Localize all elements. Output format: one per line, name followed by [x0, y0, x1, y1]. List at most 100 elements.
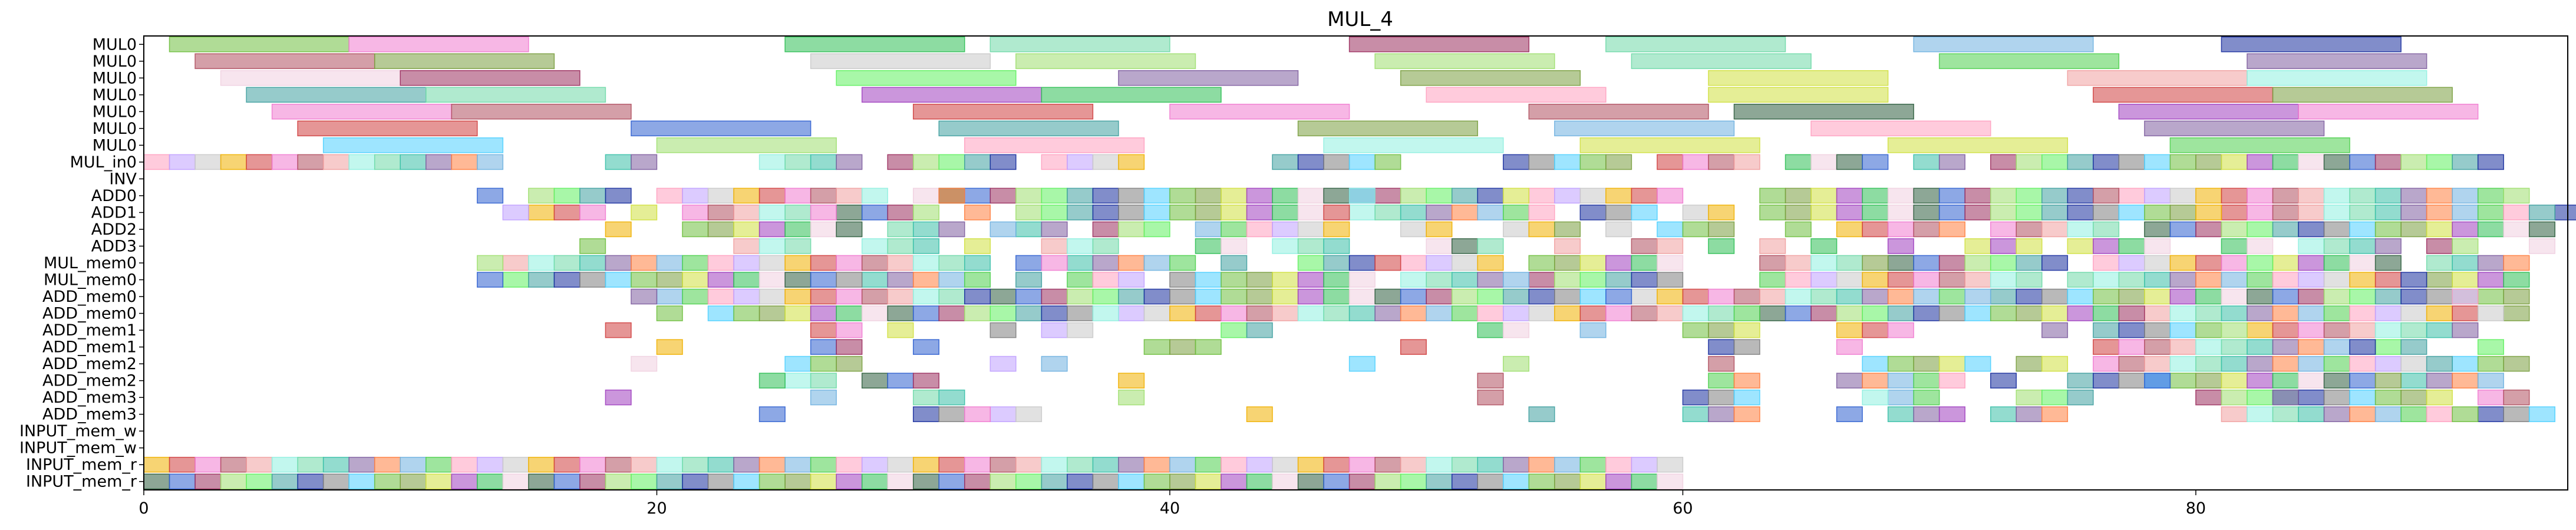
task-cell — [2400, 187, 2427, 204]
task-cell — [1631, 187, 1658, 204]
task-cell — [707, 187, 734, 204]
task-bar — [2169, 137, 2350, 153]
task-cell — [2118, 288, 2145, 305]
task-cell — [2093, 305, 2120, 321]
task-bar — [2093, 187, 2120, 204]
task-cell — [1374, 473, 1401, 490]
task-cell — [2452, 238, 2479, 254]
task-cell — [2272, 339, 2299, 355]
task-cell — [1938, 255, 1965, 271]
task-cell — [194, 456, 222, 473]
task-cell — [1323, 473, 1350, 490]
task-cell — [1477, 255, 1504, 271]
task-cell — [1323, 255, 1350, 271]
task-cell — [1272, 238, 1299, 254]
task-cell — [964, 305, 991, 321]
task-cell — [1451, 305, 1478, 321]
task-cell — [579, 272, 606, 288]
task-cell — [989, 305, 1017, 321]
task-cell — [2374, 154, 2402, 170]
task-cell — [861, 456, 888, 473]
y-tick-label: MUL0 — [93, 103, 137, 121]
task-bar — [579, 238, 606, 254]
task-cell — [1554, 456, 1581, 473]
task-cell — [2503, 355, 2530, 372]
task-cell — [2247, 238, 2274, 254]
y-tick-label: ADD_mem1 — [42, 338, 137, 357]
task-cell — [810, 322, 837, 338]
task-bar — [2452, 288, 2479, 305]
task-cell — [2247, 389, 2274, 406]
task-cell — [2323, 255, 2350, 271]
task-cell — [374, 473, 401, 490]
task-cell — [553, 255, 580, 271]
task-cell — [2477, 373, 2504, 389]
task-cell — [2374, 305, 2402, 321]
task-cell — [758, 221, 786, 238]
task-cell — [2195, 187, 2222, 204]
task-cell — [2247, 339, 2274, 355]
task-cell — [938, 288, 965, 305]
task-cell — [1836, 305, 1863, 321]
task-cell — [1400, 288, 1427, 305]
task-cell — [1118, 187, 1145, 204]
task-cell — [1041, 355, 1068, 372]
task-cell — [1887, 205, 1914, 220]
task-cell — [2247, 205, 2274, 220]
task-cell — [1092, 473, 1119, 490]
task-cell — [836, 355, 863, 372]
task-cell — [1785, 255, 1812, 271]
task-cell — [1759, 238, 1786, 254]
task-cell — [1067, 255, 1094, 271]
task-cell — [2528, 406, 2555, 422]
task-cell — [1477, 322, 1504, 338]
task-cell — [1067, 187, 1094, 204]
task-cell — [1990, 255, 2017, 271]
task-cell — [2426, 238, 2453, 254]
task-cell — [1297, 238, 1324, 254]
task-cell — [1092, 272, 1119, 288]
task-cell — [477, 154, 504, 170]
task-cell — [733, 255, 760, 271]
task-cell — [631, 154, 658, 170]
task-cell — [1913, 389, 1940, 406]
task-cell — [1913, 221, 1940, 238]
task-cell — [733, 221, 760, 238]
task-cell — [836, 305, 863, 321]
task-cell — [1836, 322, 1863, 338]
task-cell — [1733, 339, 1760, 355]
task-cell — [2016, 272, 2043, 288]
task-cell — [271, 154, 298, 170]
task-cell — [1964, 205, 1991, 220]
task-cell — [836, 322, 863, 338]
task-cell — [2067, 154, 2094, 170]
task-cell — [246, 154, 273, 170]
task-cell — [2195, 288, 2222, 305]
task-cell — [1015, 255, 1043, 271]
task-cell — [2503, 272, 2530, 288]
task-cell — [1990, 272, 2017, 288]
task-cell — [1990, 373, 2017, 389]
task-cell — [220, 154, 247, 170]
task-cell — [1015, 272, 1043, 288]
task-cell — [1990, 288, 2017, 305]
task-cell — [1913, 205, 1940, 220]
task-cell — [2503, 221, 2530, 238]
task-cell — [2016, 355, 2043, 372]
task-bar — [2067, 70, 2248, 86]
task-cell — [297, 456, 324, 473]
task-bar — [656, 305, 683, 321]
task-cell — [682, 221, 709, 238]
task-cell — [1195, 288, 1222, 305]
task-cell — [2016, 288, 2043, 305]
y-tick-label: ADD_mem0 — [42, 305, 137, 323]
task-cell — [1272, 154, 1299, 170]
task-cell — [1092, 221, 1119, 238]
task-cell — [1426, 305, 1453, 321]
task-cell — [1169, 272, 1196, 288]
task-cell — [1913, 355, 1940, 372]
task-cell — [1221, 305, 1248, 321]
task-cell — [2247, 406, 2274, 422]
task-cell — [2400, 288, 2427, 305]
task-cell — [1605, 205, 1632, 220]
